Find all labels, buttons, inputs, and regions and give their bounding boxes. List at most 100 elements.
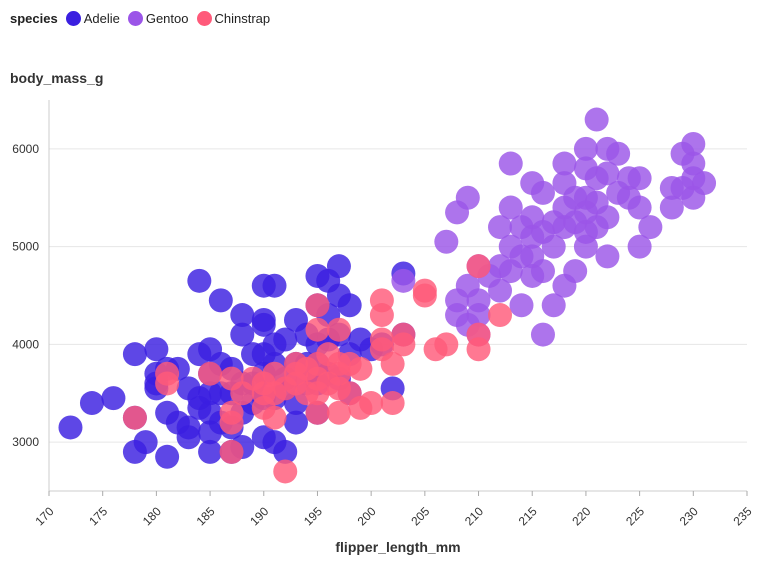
data-point-gentoo[interactable] (455, 185, 480, 210)
x-tick-label: 200 (355, 504, 379, 528)
data-point-adelie[interactable] (187, 268, 212, 293)
data-point-gentoo[interactable] (488, 215, 513, 240)
data-point-adelie[interactable] (176, 425, 201, 450)
y-tick-label: 5000 (12, 240, 39, 254)
data-point-chinstrap[interactable] (122, 405, 147, 430)
data-point-adelie[interactable] (144, 337, 169, 362)
data-point-chinstrap[interactable] (326, 317, 351, 342)
x-tick-label: 220 (569, 504, 593, 528)
x-tick-label: 185 (194, 504, 218, 528)
data-point-gentoo[interactable] (659, 195, 684, 220)
data-point-gentoo[interactable] (595, 161, 620, 186)
x-tick-label: 230 (677, 504, 701, 528)
data-point-gentoo[interactable] (627, 166, 652, 191)
data-point-gentoo[interactable] (692, 171, 717, 196)
data-point-chinstrap[interactable] (348, 356, 373, 381)
data-point-gentoo[interactable] (627, 195, 652, 220)
data-point-adelie[interactable] (273, 327, 298, 352)
data-point-gentoo[interactable] (530, 180, 555, 205)
legend-label-adelie: Adelie (83, 11, 120, 26)
data-point-adelie[interactable] (155, 444, 180, 469)
data-point-gentoo[interactable] (391, 268, 416, 293)
data-point-chinstrap[interactable] (219, 410, 244, 435)
data-point-gentoo[interactable] (681, 131, 706, 156)
data-point-chinstrap[interactable] (326, 400, 351, 425)
data-point-chinstrap[interactable] (488, 303, 513, 328)
data-point-chinstrap[interactable] (262, 405, 287, 430)
x-tick-label: 190 (247, 504, 271, 528)
legend-item-chinstrap[interactable]: Chinstrap (196, 11, 271, 26)
legend-swatch-gentoo (127, 11, 143, 26)
data-point-gentoo[interactable] (509, 293, 534, 318)
x-tick-label: 180 (140, 504, 164, 528)
data-point-chinstrap[interactable] (434, 332, 459, 357)
x-tick-label: 205 (408, 504, 432, 528)
data-point-chinstrap[interactable] (305, 400, 330, 425)
data-point-adelie[interactable] (133, 430, 158, 455)
data-point-adelie[interactable] (251, 312, 276, 337)
y-tick-label: 3000 (12, 435, 39, 449)
data-point-gentoo[interactable] (541, 293, 566, 318)
data-point-adelie[interactable] (337, 293, 362, 318)
data-point-chinstrap[interactable] (359, 391, 384, 416)
legend-swatch-adelie (65, 11, 81, 26)
data-point-gentoo[interactable] (573, 136, 598, 161)
legend-label-chinstrap: Chinstrap (214, 11, 271, 26)
data-point-adelie[interactable] (262, 273, 287, 298)
data-point-gentoo[interactable] (606, 141, 631, 166)
data-point-adelie[interactable] (283, 410, 308, 435)
data-point-adelie[interactable] (230, 322, 255, 347)
data-point-gentoo[interactable] (466, 303, 491, 328)
data-point-chinstrap[interactable] (466, 254, 491, 279)
data-point-gentoo[interactable] (541, 234, 566, 259)
data-point-chinstrap[interactable] (369, 303, 394, 328)
legend-item-gentoo[interactable]: Gentoo (127, 11, 189, 26)
data-point-adelie[interactable] (326, 254, 351, 279)
data-point-adelie[interactable] (122, 342, 147, 367)
x-tick-label: 170 (32, 504, 56, 528)
data-point-gentoo[interactable] (573, 234, 598, 259)
series-gentoo (391, 107, 717, 347)
data-point-adelie[interactable] (101, 386, 126, 411)
data-point-adelie[interactable] (208, 288, 233, 313)
data-point-chinstrap[interactable] (155, 371, 180, 396)
data-point-chinstrap[interactable] (273, 459, 298, 484)
x-tick-label: 215 (516, 504, 540, 528)
data-point-gentoo[interactable] (498, 151, 523, 176)
data-point-chinstrap[interactable] (391, 332, 416, 357)
data-point-gentoo[interactable] (488, 278, 513, 303)
data-point-chinstrap[interactable] (305, 317, 330, 342)
data-point-chinstrap[interactable] (305, 293, 330, 318)
data-point-gentoo[interactable] (552, 151, 577, 176)
data-point-adelie[interactable] (58, 415, 83, 440)
legend-item-adelie[interactable]: Adelie (65, 11, 120, 26)
data-point-adelie[interactable] (198, 439, 223, 464)
x-tick-label: 175 (86, 504, 110, 528)
data-point-gentoo[interactable] (530, 322, 555, 347)
data-point-gentoo[interactable] (584, 107, 609, 132)
data-point-adelie[interactable] (230, 303, 255, 328)
x-tick-label: 225 (623, 504, 647, 528)
x-axis-label: flipper_length_mm (335, 539, 461, 555)
data-point-gentoo[interactable] (434, 229, 459, 254)
data-point-chinstrap[interactable] (412, 283, 437, 308)
data-point-adelie[interactable] (79, 391, 104, 416)
data-point-chinstrap[interactable] (380, 351, 405, 376)
data-point-gentoo[interactable] (563, 259, 588, 284)
y-tick-label: 6000 (12, 142, 39, 156)
data-point-gentoo[interactable] (498, 195, 523, 220)
y-axis-label: body_mass_g (10, 70, 104, 86)
data-point-gentoo[interactable] (595, 244, 620, 269)
data-point-chinstrap[interactable] (198, 361, 223, 386)
data-point-chinstrap[interactable] (219, 439, 244, 464)
x-tick-label: 210 (462, 504, 486, 528)
x-tick-label: 195 (301, 504, 325, 528)
data-point-chinstrap[interactable] (380, 391, 405, 416)
data-point-gentoo[interactable] (638, 215, 663, 240)
legend-label-gentoo: Gentoo (145, 11, 189, 26)
data-point-gentoo[interactable] (595, 205, 620, 230)
data-point-gentoo[interactable] (530, 259, 555, 284)
data-point-adelie[interactable] (273, 439, 298, 464)
data-point-chinstrap[interactable] (466, 337, 491, 362)
data-point-gentoo[interactable] (627, 234, 652, 259)
